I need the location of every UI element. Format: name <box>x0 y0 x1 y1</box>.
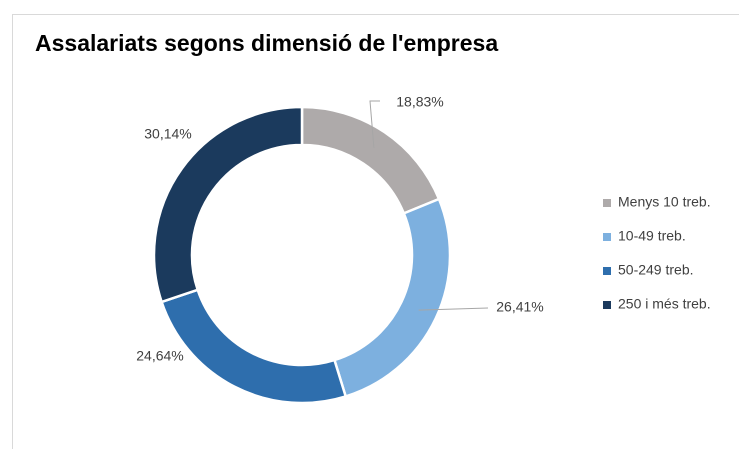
chart-title: Assalariats segons dimensió de l'empresa <box>35 30 498 56</box>
slice <box>152 105 304 304</box>
legend-label: 250 i més treb. <box>618 296 711 312</box>
legend-swatch <box>603 199 611 207</box>
legend-label: 10-49 treb. <box>618 228 686 244</box>
legend-swatch <box>603 267 611 275</box>
legend-label: 50-249 treb. <box>618 262 694 278</box>
legend-swatch <box>603 233 611 241</box>
leader-line <box>418 307 489 311</box>
data-label: 18,83% <box>396 94 443 110</box>
leader-line <box>369 100 380 148</box>
data-label: 24,64% <box>136 348 183 364</box>
data-label: 30,14% <box>144 126 191 142</box>
data-label: 26,41% <box>496 299 543 315</box>
legend-swatch <box>603 301 611 309</box>
legend-label: Menys 10 treb. <box>618 194 711 210</box>
